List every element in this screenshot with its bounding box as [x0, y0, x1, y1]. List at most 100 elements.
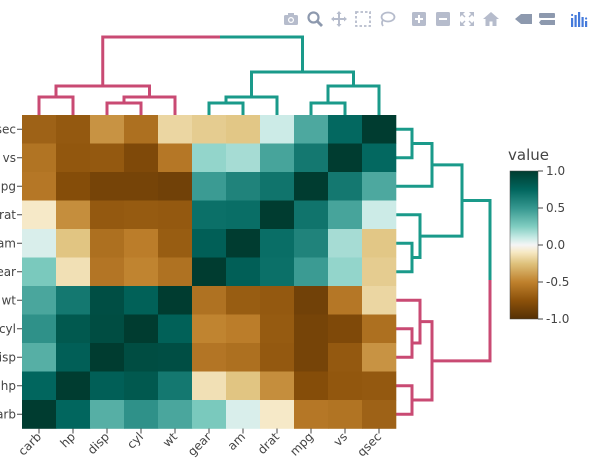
heatmap-cell[interactable]	[226, 115, 261, 144]
heatmap-cell[interactable]	[158, 400, 193, 429]
heatmap-cell[interactable]	[260, 229, 295, 258]
heatmap-cell[interactable]	[328, 172, 363, 201]
heatmap-cell[interactable]	[90, 115, 125, 144]
heatmap-cell[interactable]	[158, 172, 193, 201]
heatmap-cell[interactable]	[260, 286, 295, 315]
heatmap-cell[interactable]	[90, 400, 125, 429]
heatmap-cell[interactable]	[260, 200, 295, 230]
heatmap-cell[interactable]	[294, 115, 329, 144]
heatmap-cell[interactable]	[158, 257, 193, 287]
heatmap-cell[interactable]	[158, 286, 193, 315]
camera-icon[interactable]	[280, 8, 302, 30]
heatmap-cell[interactable]	[158, 343, 193, 372]
heatmap-cell[interactable]	[294, 343, 329, 372]
heatmap-cell[interactable]	[294, 314, 329, 344]
heatmap-cell[interactable]	[226, 286, 261, 315]
heatmap-cell[interactable]	[90, 343, 125, 372]
heatmap-cell[interactable]	[226, 400, 261, 429]
heatmap-cell[interactable]	[124, 115, 159, 144]
heatmap-cell[interactable]	[260, 143, 295, 173]
heatmap-cell[interactable]	[362, 143, 397, 173]
heatmap-cell[interactable]	[90, 172, 125, 201]
heatmap-cell[interactable]	[124, 172, 159, 201]
heatmap-cell[interactable]	[56, 371, 91, 401]
zoom-out-icon[interactable]	[432, 8, 454, 30]
autoscale-icon[interactable]	[456, 8, 478, 30]
heatmap-cell[interactable]	[328, 314, 363, 344]
zoom-icon[interactable]	[304, 8, 326, 30]
heatmap-cell[interactable]	[260, 371, 295, 401]
heatmap-cell[interactable]	[22, 400, 57, 429]
heatmap-cell[interactable]	[158, 314, 193, 344]
heatmap-cell[interactable]	[192, 314, 227, 344]
heatmap-cell[interactable]	[362, 371, 397, 401]
reset-axes-icon[interactable]	[480, 8, 502, 30]
heatmap-cell[interactable]	[226, 200, 261, 230]
heatmap-cell[interactable]	[22, 143, 57, 173]
heatmap-cell[interactable]	[362, 314, 397, 344]
heatmap-cell[interactable]	[124, 371, 159, 401]
heatmap-cell[interactable]	[294, 286, 329, 315]
heatmap-cell[interactable]	[362, 172, 397, 201]
heatmap-cell[interactable]	[260, 172, 295, 201]
heatmap-cell[interactable]	[294, 400, 329, 429]
heatmap-cell[interactable]	[362, 286, 397, 315]
heatmap-cell[interactable]	[158, 371, 193, 401]
heatmap-cell[interactable]	[226, 371, 261, 401]
heatmap-cell[interactable]	[22, 371, 57, 401]
heatmap-cell[interactable]	[226, 314, 261, 344]
heatmap-cell[interactable]	[260, 257, 295, 287]
heatmap-cell[interactable]	[362, 343, 397, 372]
heatmap-cell[interactable]	[226, 143, 261, 173]
heatmap-cells[interactable]	[22, 115, 397, 429]
heatmap-cell[interactable]	[260, 314, 295, 344]
heatmap-cell[interactable]	[328, 343, 363, 372]
heatmap-cell[interactable]	[22, 257, 57, 287]
heatmap-cell[interactable]	[22, 343, 57, 372]
heatmap-cell[interactable]	[124, 343, 159, 372]
heatmap-cell[interactable]	[294, 371, 329, 401]
heatmap-cell[interactable]	[328, 257, 363, 287]
heatmap-cell[interactable]	[22, 200, 57, 230]
heatmap-cell[interactable]	[22, 314, 57, 344]
heatmap-cell[interactable]	[294, 143, 329, 173]
heatmap-cell[interactable]	[362, 257, 397, 287]
heatmap-cell[interactable]	[124, 314, 159, 344]
heatmap-cell[interactable]	[158, 143, 193, 173]
heatmap-cell[interactable]	[192, 172, 227, 201]
heatmap-cell[interactable]	[90, 143, 125, 173]
heatmap-cell[interactable]	[294, 229, 329, 258]
heatmap-cell[interactable]	[192, 343, 227, 372]
heatmap-cell[interactable]	[192, 143, 227, 173]
heatmap-cell[interactable]	[90, 257, 125, 287]
heatmap-cell[interactable]	[192, 400, 227, 429]
zoom-in-icon[interactable]	[408, 8, 430, 30]
heatmap-cell[interactable]	[192, 257, 227, 287]
heatmap-cell[interactable]	[328, 143, 363, 173]
heatmap-cell[interactable]	[260, 400, 295, 429]
heatmap-cell[interactable]	[56, 229, 91, 258]
heatmap-cell[interactable]	[22, 172, 57, 201]
heatmap-cell[interactable]	[362, 400, 397, 429]
heatmap-cell[interactable]	[56, 314, 91, 344]
compare-data-icon[interactable]	[536, 8, 558, 30]
heatmap-cell[interactable]	[22, 229, 57, 258]
heatmap-cell[interactable]	[294, 257, 329, 287]
heatmap-cell[interactable]	[260, 343, 295, 372]
heatmap-cell[interactable]	[124, 229, 159, 258]
heatmap-cell[interactable]	[124, 257, 159, 287]
heatmap-cell[interactable]	[158, 229, 193, 258]
heatmap-cell[interactable]	[56, 172, 91, 201]
heatmap-cell[interactable]	[124, 200, 159, 230]
pan-icon[interactable]	[328, 8, 350, 30]
heatmap-cell[interactable]	[56, 343, 91, 372]
heatmap-cell[interactable]	[56, 143, 91, 173]
heatmap-cell[interactable]	[328, 371, 363, 401]
box-select-icon[interactable]	[352, 8, 374, 30]
heatmap-cell[interactable]	[124, 143, 159, 173]
heatmap-cell[interactable]	[56, 115, 91, 144]
heatmap-cell[interactable]	[260, 115, 295, 144]
heatmap-cell[interactable]	[328, 200, 363, 230]
heatmap-cell[interactable]	[362, 229, 397, 258]
heatmap-cell[interactable]	[294, 200, 329, 230]
